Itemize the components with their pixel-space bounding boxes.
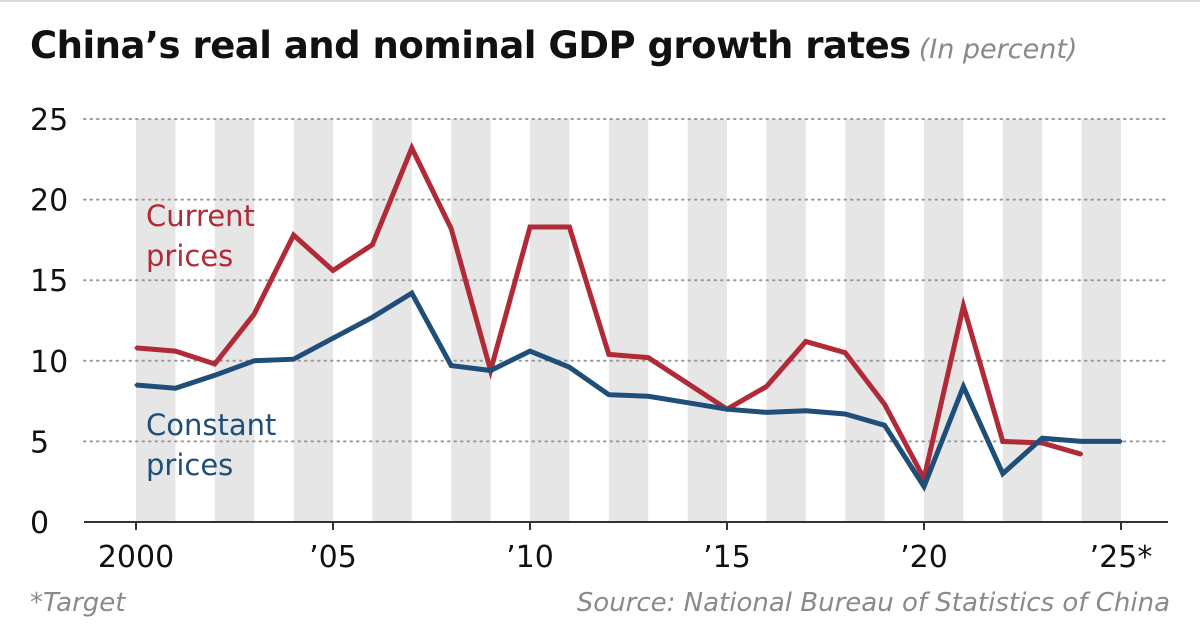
current-prices-point bbox=[370, 243, 374, 247]
year-band bbox=[1002, 119, 1043, 522]
current-prices-point bbox=[134, 346, 138, 350]
constant-prices-line bbox=[135, 289, 1121, 492]
constant-prices-point bbox=[804, 409, 808, 413]
year-band bbox=[136, 119, 176, 522]
constant-prices-point bbox=[883, 423, 887, 427]
constant-prices-point bbox=[922, 485, 926, 489]
constant-prices-point bbox=[1001, 472, 1005, 476]
top-rule bbox=[0, 0, 1200, 2]
year-band bbox=[372, 119, 412, 522]
y-tick-label: 15 bbox=[30, 264, 68, 299]
current-prices-point bbox=[567, 225, 571, 229]
current-prices-point bbox=[1001, 439, 1005, 443]
current-prices-point bbox=[213, 362, 217, 366]
constant-prices-point bbox=[213, 373, 217, 377]
year-band bbox=[766, 119, 806, 522]
chart-title-unit: (In percent) bbox=[918, 34, 1078, 65]
constant-prices-point bbox=[134, 383, 138, 387]
constant-prices-point bbox=[173, 386, 177, 390]
year-band bbox=[451, 119, 491, 522]
constant-prices-point bbox=[961, 385, 965, 389]
current-prices-point bbox=[1040, 441, 1044, 445]
year-band bbox=[1081, 119, 1121, 522]
constant-prices-label: Constant prices bbox=[146, 408, 276, 482]
series-label-line: prices bbox=[146, 448, 233, 482]
y-tick-label: 20 bbox=[30, 184, 68, 219]
current-prices-point bbox=[292, 233, 296, 237]
constant-prices-point bbox=[449, 364, 453, 368]
year-band bbox=[687, 119, 727, 522]
x-tick-label: ’20 bbox=[900, 540, 948, 575]
current-prices-point bbox=[804, 339, 808, 343]
y-tick-label: 0 bbox=[30, 506, 49, 541]
year-band bbox=[608, 119, 649, 522]
current-prices-label: Current prices bbox=[146, 199, 255, 273]
y-tick-label: 5 bbox=[30, 425, 49, 460]
constant-prices-point bbox=[528, 349, 532, 353]
series-label-line: Current bbox=[146, 199, 255, 233]
constant-prices-point bbox=[1040, 436, 1044, 440]
target-footnote: *Target bbox=[30, 588, 126, 618]
series-label-line: Constant bbox=[146, 408, 276, 442]
constant-prices-point bbox=[410, 291, 414, 295]
constant-prices-point bbox=[252, 359, 256, 363]
constant-prices-point bbox=[646, 394, 650, 398]
constant-prices-point bbox=[292, 357, 296, 361]
constant-prices-point bbox=[686, 401, 690, 405]
current-prices-point bbox=[173, 349, 177, 353]
current-prices-point bbox=[607, 352, 611, 356]
year-band bbox=[293, 119, 333, 522]
current-prices-point bbox=[843, 351, 847, 355]
year-band bbox=[530, 119, 570, 522]
constant-prices-point bbox=[843, 412, 847, 416]
current-prices-point bbox=[883, 402, 887, 406]
year-band bbox=[845, 119, 885, 522]
y-tick-label: 10 bbox=[30, 345, 68, 380]
current-prices-point bbox=[961, 304, 965, 308]
x-tick-label: ’05 bbox=[309, 540, 357, 575]
x-tick-label: 2000 bbox=[98, 540, 174, 575]
constant-prices-point bbox=[607, 393, 611, 397]
constant-prices-point bbox=[1119, 439, 1123, 443]
current-prices-point bbox=[686, 381, 690, 385]
current-prices-point bbox=[1080, 452, 1084, 456]
constant-prices-point bbox=[1080, 439, 1084, 443]
source-note: Source: National Bureau of Statistics of… bbox=[576, 588, 1170, 618]
chart-title-text: China’s real and nominal GDP growth rate… bbox=[30, 24, 911, 67]
constant-prices-point bbox=[725, 407, 729, 411]
constant-prices-point bbox=[567, 365, 571, 369]
current-prices-point bbox=[646, 356, 650, 360]
constant-prices-point bbox=[489, 368, 493, 372]
current-prices-point bbox=[764, 385, 768, 389]
x-tick-label: ’10 bbox=[506, 540, 554, 575]
y-tick-label: 25 bbox=[30, 103, 68, 138]
constant-prices-point bbox=[331, 336, 335, 340]
current-prices-point bbox=[252, 312, 256, 316]
series-label-line: prices bbox=[146, 239, 233, 273]
chart-title: China’s real and nominal GDP growth rate… bbox=[30, 24, 1077, 67]
current-prices-point bbox=[528, 225, 532, 229]
current-prices-point bbox=[331, 269, 335, 273]
current-prices-point bbox=[410, 146, 414, 150]
x-tick-label: ’15 bbox=[703, 540, 751, 575]
constant-prices-point bbox=[764, 410, 768, 414]
x-tick-label: ’25* bbox=[1090, 540, 1153, 575]
current-prices-point bbox=[449, 227, 453, 231]
constant-prices-point bbox=[370, 315, 374, 319]
